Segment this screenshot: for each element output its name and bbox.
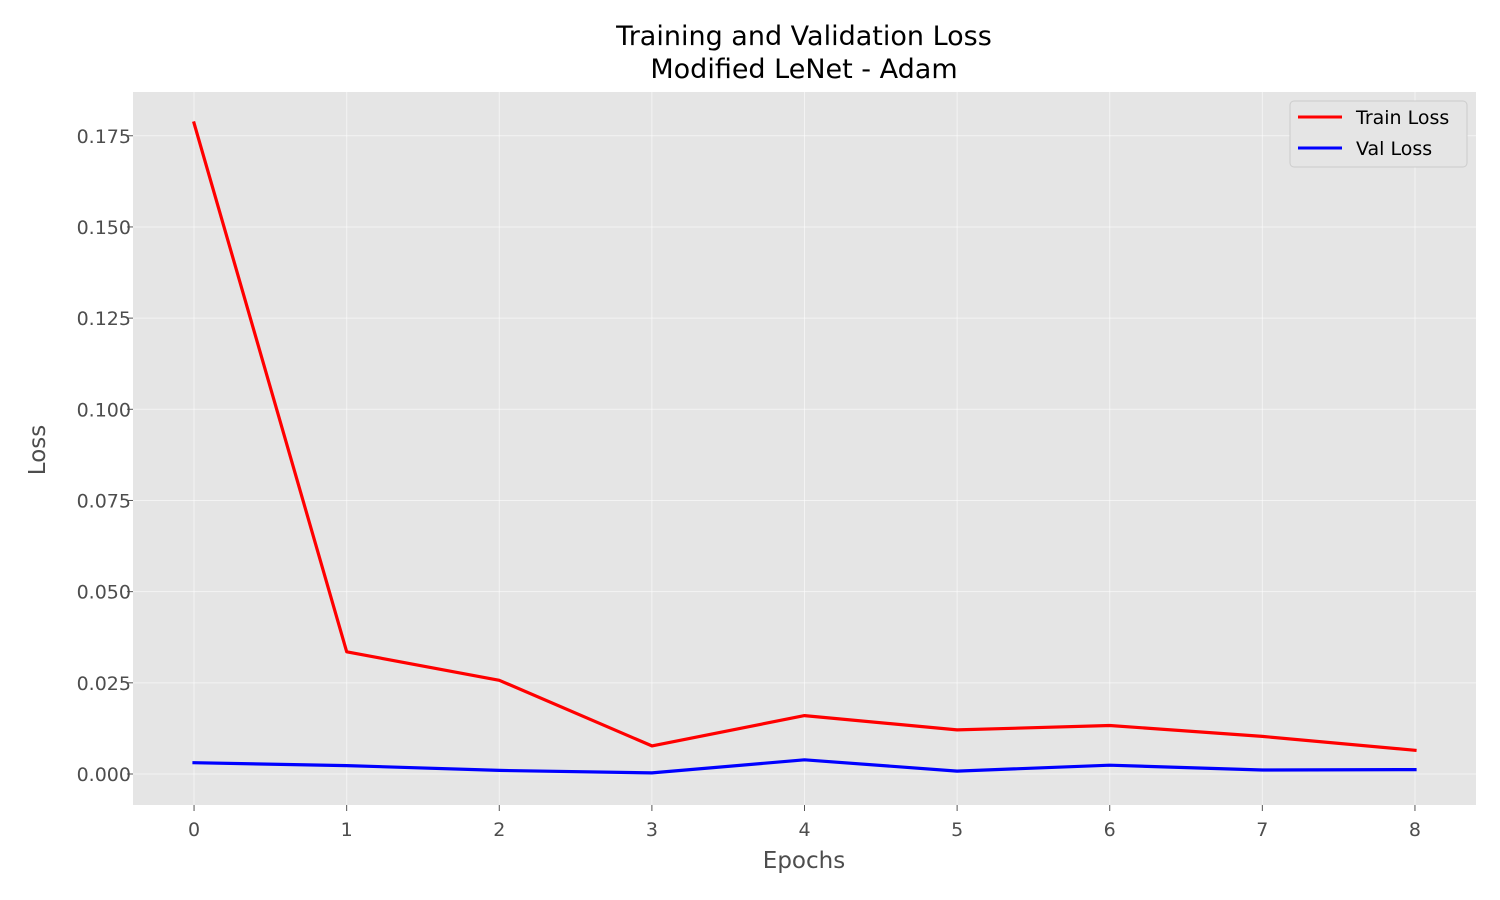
legend: Train Loss Val Loss	[1289, 100, 1468, 168]
x-tick-label: 8	[1409, 819, 1421, 841]
y-tick-label: 0.000	[77, 764, 131, 786]
train-loss-line	[192, 121, 1417, 753]
chart-subtitle: Modified LeNet - Adam	[650, 54, 957, 85]
y-axis-ticks: 0.000 0.025 0.050 0.075 0.100 0.125 0.150 0.175	[77, 126, 133, 786]
grid-lines	[133, 92, 1476, 805]
y-tick-label: 0.150	[77, 217, 131, 239]
legend-label-train: Train Loss	[1355, 107, 1449, 129]
x-tick-label: 7	[1256, 819, 1268, 841]
x-tick-label: 0	[188, 819, 200, 841]
y-tick-label: 0.050	[77, 582, 131, 604]
val-loss-line	[192, 758, 1417, 775]
y-tick-label: 0.100	[77, 399, 131, 421]
chart-title: Training and Validation Loss	[615, 21, 992, 52]
x-tick-label: 2	[493, 819, 505, 841]
x-tick-label: 5	[951, 819, 963, 841]
series-lines	[192, 121, 1417, 775]
x-tick-label: 6	[1104, 819, 1116, 841]
y-axis-label: Loss	[25, 425, 51, 475]
y-tick-label: 0.125	[77, 308, 131, 330]
x-axis-ticks: 0 1 2 3 4 5 6 7 8	[188, 805, 1421, 841]
y-tick-label: 0.025	[77, 673, 131, 695]
x-tick-label: 4	[798, 819, 810, 841]
legend-label-val: Val Loss	[1356, 138, 1432, 160]
x-axis-label: Epochs	[763, 848, 845, 874]
x-tick-label: 1	[341, 819, 353, 841]
y-tick-label: 0.175	[77, 126, 131, 148]
x-tick-label: 3	[646, 819, 658, 841]
y-tick-label: 0.075	[77, 490, 131, 512]
